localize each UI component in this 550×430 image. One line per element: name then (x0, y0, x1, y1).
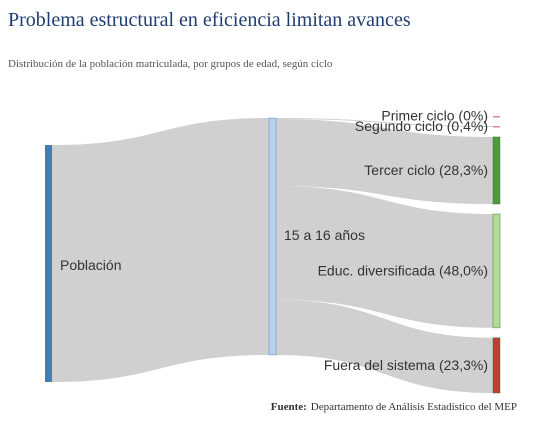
node-label: 15 a 16 años (284, 227, 365, 243)
node-label: Tercer ciclo (28,3%) (364, 162, 488, 178)
link (276, 118, 493, 205)
node (492, 337, 501, 394)
node (493, 126, 500, 128)
node-label: Fuera del sistema (23,3%) (324, 357, 488, 373)
source-note: Fuente: Departamento de Análisis Estadíst… (271, 401, 517, 413)
link (276, 186, 493, 328)
node-label: Primer ciclo (0%) (381, 108, 488, 124)
links (52, 116, 493, 393)
link (276, 118, 493, 127)
node (493, 116, 500, 118)
link (276, 299, 493, 393)
chart-subtitle: Distribución de la población matriculada… (8, 58, 333, 70)
link (52, 118, 269, 382)
source-label: Fuente: (271, 401, 307, 413)
chart-title: Problema estructural en eficiencia limit… (8, 9, 411, 31)
node-label: Población (60, 257, 122, 273)
node (45, 145, 52, 382)
node (268, 117, 277, 356)
nodes: Población 15 a 16 años Primer ciclo (0%)Se… (45, 108, 501, 394)
node (492, 213, 501, 329)
node-label: Segundo ciclo (0,4%) (355, 118, 488, 134)
node-label: Educ. diversificada (48,0%) (318, 263, 488, 279)
source-text: Departamento de Análisis Estadístico del… (311, 401, 517, 413)
node (492, 136, 501, 205)
